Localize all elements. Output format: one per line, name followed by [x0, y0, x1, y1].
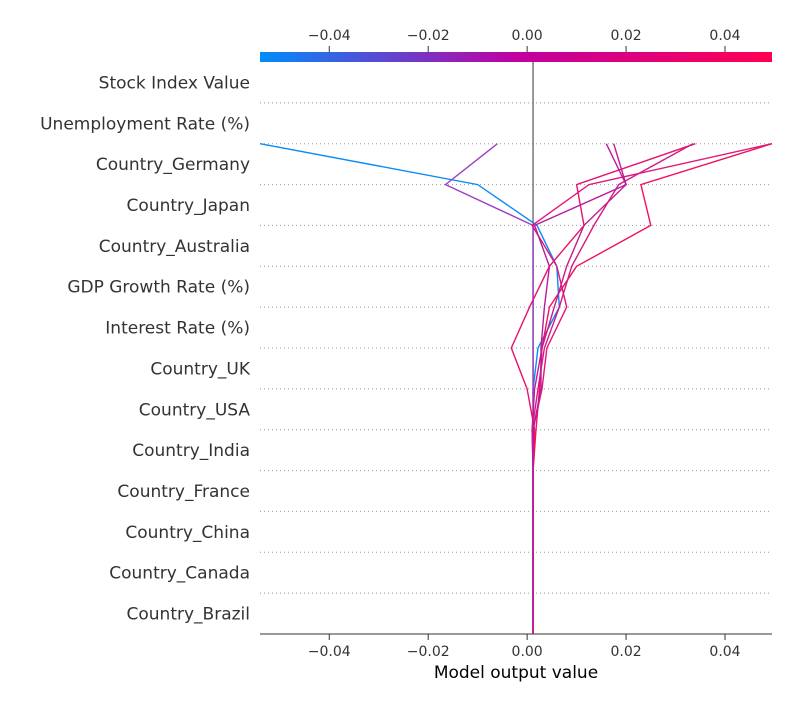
feature-label: Country_Canada — [109, 564, 250, 584]
feature-label: Unemployment Rate (%) — [40, 114, 250, 134]
feature-label: Country_Australia — [99, 237, 250, 257]
gridlines — [260, 62, 772, 634]
bottom-axis-ticks: −0.04 −0.02 0.00 0.02 0.04 — [308, 634, 741, 660]
colorbar — [260, 52, 772, 62]
feature-labels: Stock Index Value Unemployment Rate (%) Co… — [40, 73, 251, 624]
bottom-tick-label: 0.04 — [709, 644, 740, 660]
top-tick-label: 0.02 — [610, 28, 641, 44]
feature-label: Country_France — [117, 482, 250, 502]
feature-label: Stock Index Value — [99, 73, 250, 93]
feature-label: Country_Japan — [127, 196, 250, 216]
decision-line — [532, 143, 628, 634]
feature-label: Country_China — [125, 523, 250, 543]
feature-label: GDP Growth Rate (%) — [67, 278, 250, 298]
feature-label: Country_India — [132, 441, 250, 461]
decision-line — [444, 143, 534, 634]
feature-label: Country_USA — [139, 400, 251, 420]
bottom-tick-label: −0.04 — [308, 644, 351, 660]
top-tick-label: −0.02 — [407, 28, 450, 44]
top-tick-label: −0.04 — [308, 28, 351, 44]
feature-label: Country_Germany — [96, 155, 250, 175]
bottom-tick-label: −0.02 — [407, 644, 450, 660]
feature-label: Country_UK — [150, 359, 250, 379]
top-tick-label: 0.00 — [512, 28, 543, 44]
x-axis-title: Model output value — [434, 663, 598, 683]
bottom-tick-label: 0.00 — [512, 644, 543, 660]
feature-label: Country_Brazil — [127, 605, 250, 625]
top-tick-label: 0.04 — [709, 28, 740, 44]
bottom-tick-label: 0.02 — [610, 644, 641, 660]
decision-lines — [259, 143, 773, 634]
feature-label: Interest Rate (%) — [105, 319, 250, 339]
top-axis-ticks: −0.04 −0.02 0.00 0.02 0.04 — [308, 28, 741, 52]
